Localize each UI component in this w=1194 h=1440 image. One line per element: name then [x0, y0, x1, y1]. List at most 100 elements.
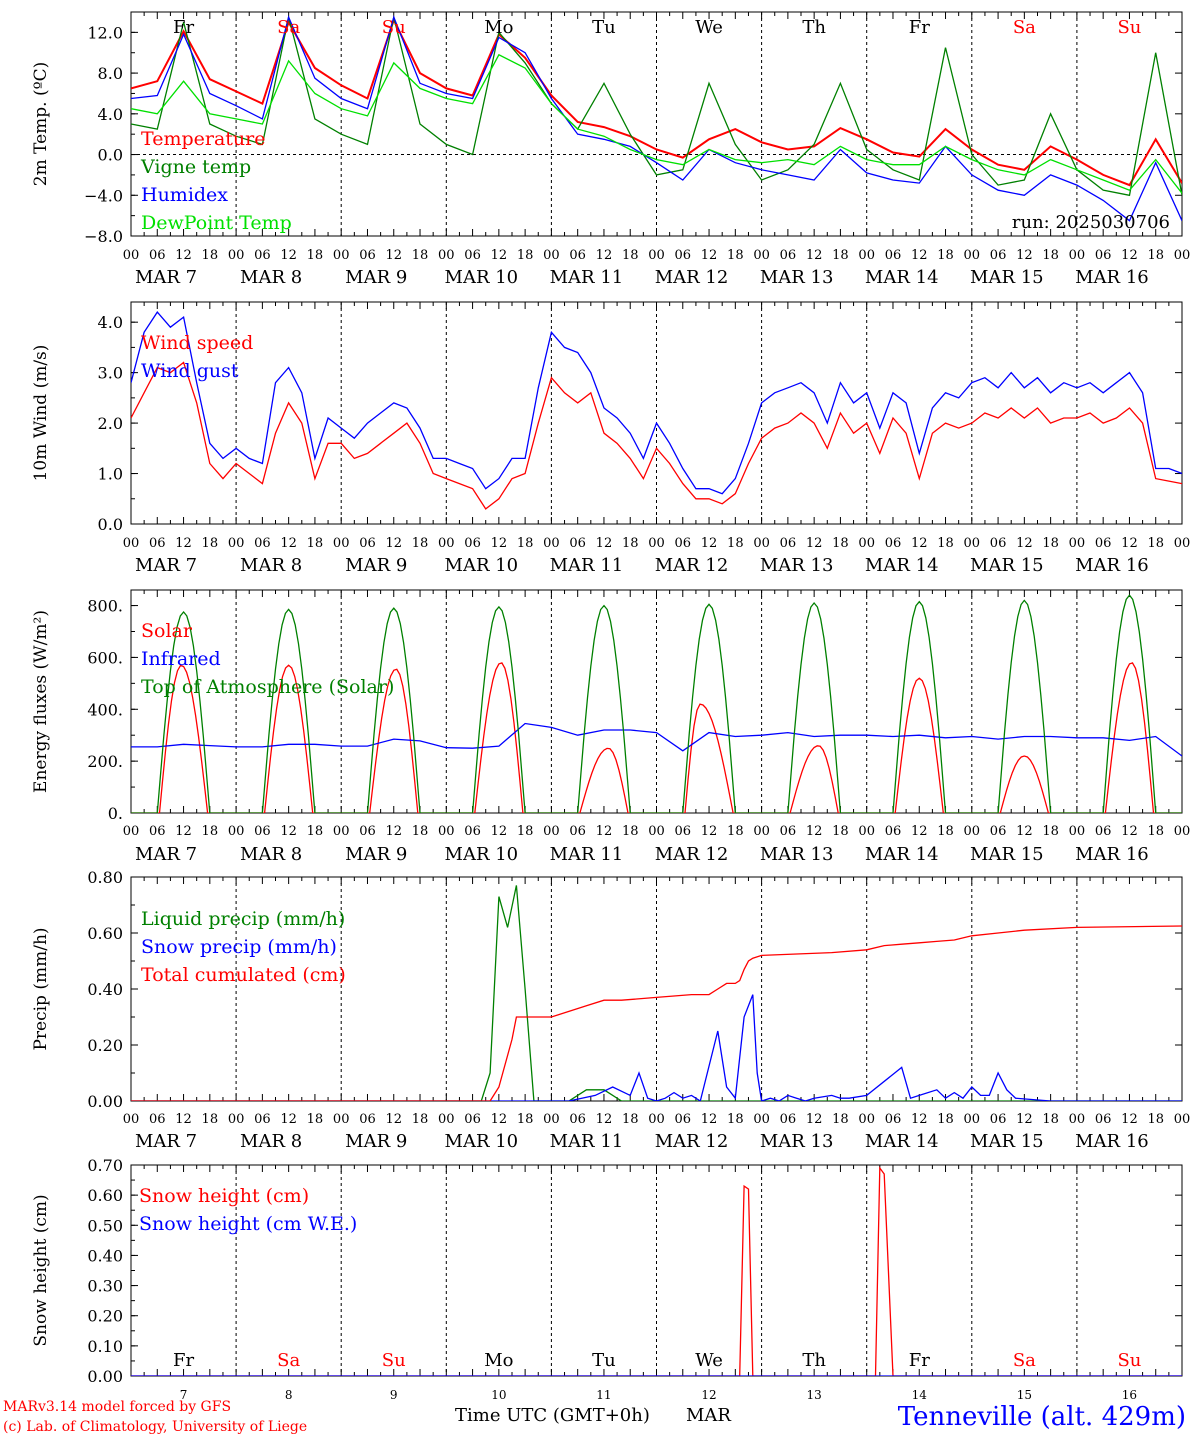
date-label: MAR 7 — [135, 844, 197, 865]
hour-label: 00 — [1069, 536, 1086, 551]
hour-label: 00 — [1069, 1112, 1086, 1127]
panel-2: 0.0 1.0 2.0 3.0 4.0 10m Wind (m/s) Wind speed W… — [31, 301, 1191, 576]
date-number-label: 13 — [807, 1388, 822, 1402]
hour-label: 18 — [1147, 824, 1164, 839]
y-axis-title: Precip (mm/h) — [31, 927, 51, 1050]
y-axis-title: Energy fluxes (W/m²) — [31, 610, 51, 793]
hour-label: 00 — [333, 824, 350, 839]
hour-label: 18 — [307, 536, 324, 551]
hour-label: 06 — [359, 824, 376, 839]
weekday-label: Sa — [277, 1350, 300, 1371]
hour-label: 18 — [412, 248, 429, 263]
hour-label: 18 — [202, 824, 219, 839]
hour-label: 18 — [412, 536, 429, 551]
hour-label: 12 — [806, 824, 823, 839]
hour-label: 12 — [911, 536, 928, 551]
date-label: MAR 12 — [655, 844, 729, 865]
hour-label: 18 — [202, 536, 219, 551]
hour-label: 12 — [491, 1112, 508, 1127]
date-label: MAR 8 — [240, 844, 302, 865]
y-tick-label: 800. — [87, 597, 123, 616]
hour-label: 00 — [1174, 536, 1191, 551]
weekday-label: Sa — [1013, 1350, 1036, 1371]
date-label: MAR 11 — [550, 844, 624, 865]
y-tick-label: 0.20 — [87, 1307, 123, 1326]
hour-label: 12 — [911, 248, 928, 263]
hour-label: 18 — [1147, 1112, 1164, 1127]
legend-entry: Wind speed — [141, 332, 253, 354]
hour-label: 12 — [701, 248, 718, 263]
date-label: MAR 13 — [760, 555, 834, 576]
hour-label: 12 — [175, 248, 192, 263]
legend-entry: Snow height (cm W.E.) — [139, 1213, 357, 1235]
hour-label: 06 — [885, 1112, 902, 1127]
hour-label: 06 — [885, 536, 902, 551]
hour-label: 00 — [123, 248, 140, 263]
y-tick-label: 0.50 — [87, 1216, 123, 1235]
hour-label: 12 — [491, 536, 508, 551]
y-tick-label: 0.10 — [87, 1337, 123, 1356]
y-tick-label: 0.60 — [87, 924, 123, 943]
legend-entry: Temperature — [141, 128, 265, 150]
series-line-dewpoint-temp — [131, 53, 1182, 194]
date-label: MAR 9 — [345, 267, 407, 288]
weekday-label: Tu — [592, 1350, 616, 1371]
hour-label: 00 — [964, 536, 981, 551]
date-label: MAR 8 — [240, 267, 302, 288]
hour-label: 12 — [596, 824, 613, 839]
legend-entry: Snow precip (mm/h) — [141, 936, 337, 958]
hour-label: 06 — [780, 824, 797, 839]
y-tick-label: 0.00 — [87, 1367, 123, 1386]
hour-label: 00 — [228, 248, 245, 263]
hour-label: 00 — [964, 248, 981, 263]
weekday-label: Fr — [173, 17, 194, 38]
hour-label: 00 — [123, 824, 140, 839]
hour-label: 06 — [990, 1112, 1007, 1127]
series-line-infrared — [131, 722, 1182, 757]
plot-frame — [130, 11, 1183, 237]
hour-label: 06 — [149, 1112, 166, 1127]
date-label: MAR 13 — [760, 1131, 834, 1152]
date-label: MAR 8 — [240, 1131, 302, 1152]
hour-label: 12 — [701, 1112, 718, 1127]
date-label: MAR 16 — [1075, 267, 1149, 288]
hour-label: 00 — [964, 824, 981, 839]
date-label: MAR 9 — [345, 555, 407, 576]
hour-label: 00 — [753, 824, 770, 839]
legend-entry: Top of Atmosphere (Solar) — [141, 676, 394, 698]
hour-label: 06 — [254, 824, 271, 839]
x-axis-title: Time UTC (GMT+0h) — [455, 1405, 650, 1426]
hour-label: 06 — [569, 824, 586, 839]
hour-label: 12 — [1016, 536, 1033, 551]
hour-label: 12 — [596, 1112, 613, 1127]
hour-label: 00 — [648, 824, 665, 839]
date-label: MAR 10 — [445, 844, 519, 865]
hour-label: 00 — [858, 824, 875, 839]
hour-label: 00 — [438, 248, 455, 263]
hour-label: 06 — [149, 536, 166, 551]
y-axis-title: 10m Wind (m/s) — [31, 345, 51, 482]
hour-label: 18 — [622, 248, 639, 263]
panel-5: 0.00 0.10 0.20 0.30 0.40 0.50 0.60 0.70 Snow hei… — [31, 1156, 1183, 1402]
hour-label: 06 — [780, 536, 797, 551]
hour-label: 18 — [622, 536, 639, 551]
hour-label: 06 — [254, 1112, 271, 1127]
hour-label: 12 — [911, 1112, 928, 1127]
hour-label: 06 — [569, 1112, 586, 1127]
weekday-label: Th — [802, 1350, 826, 1371]
date-number-label: 9 — [390, 1388, 398, 1402]
hour-label: 12 — [385, 248, 402, 263]
weekday-label: Sa — [1013, 17, 1036, 38]
y-tick-label: 0.70 — [87, 1156, 123, 1175]
hour-label: 06 — [254, 536, 271, 551]
series-line-solar — [131, 662, 1182, 813]
hour-label: 00 — [753, 248, 770, 263]
hour-label: 00 — [438, 536, 455, 551]
legend-entry: Infrared — [141, 648, 221, 670]
hour-label: 06 — [1095, 536, 1112, 551]
y-tick-label: 0.0 — [98, 146, 123, 165]
hour-label: 06 — [464, 1112, 481, 1127]
y-tick-label: 2.0 — [98, 414, 123, 433]
date-label: MAR 16 — [1075, 555, 1149, 576]
